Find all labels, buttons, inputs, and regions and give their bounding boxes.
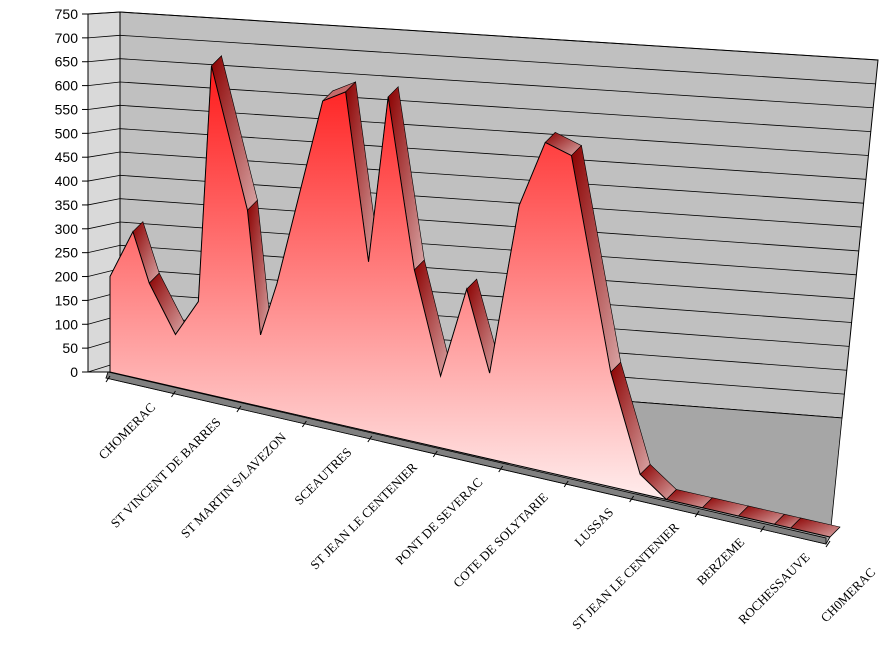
area-end-face — [829, 526, 841, 538]
x-category-label: BERZEME — [694, 534, 748, 588]
x-category-label: CH0MERAC — [817, 565, 878, 626]
y-tick-label: 350 — [55, 197, 79, 213]
x-tick — [301, 420, 307, 428]
gridline-side — [87, 81, 121, 86]
gridline-side — [87, 58, 121, 63]
gridline-side — [87, 151, 121, 158]
gridline-side — [87, 128, 121, 134]
gridline-back — [119, 81, 871, 132]
gridline-side — [87, 174, 121, 182]
x-tick — [432, 450, 438, 458]
gridline-back — [119, 11, 879, 61]
elevation-area — [109, 55, 841, 538]
x-tick — [367, 435, 373, 443]
x-category-label: ROCHESSAUVE — [735, 549, 813, 627]
gridline-side — [87, 244, 121, 254]
y-tick-label: 650 — [55, 54, 79, 70]
x-category-label: CHOMERAC — [95, 400, 158, 463]
y-tick-label: 600 — [55, 78, 79, 94]
gridline-side — [87, 221, 121, 230]
x-category-label: LUSSAS — [571, 505, 616, 550]
x-tick — [105, 375, 111, 383]
x-tick — [694, 510, 700, 518]
x-category-label: PONT DE SEVERAC — [392, 475, 485, 568]
y-tick-label: 500 — [55, 125, 79, 141]
y-tick-label: 100 — [55, 316, 79, 332]
area-front-face — [109, 65, 831, 538]
gridline-back — [119, 128, 867, 180]
y-tick-label: 700 — [55, 30, 79, 46]
gridline-side — [87, 198, 121, 206]
y-tick-label: 300 — [55, 221, 79, 237]
y-tick-label: 200 — [55, 269, 79, 285]
gridline-back — [119, 104, 869, 156]
y-tick-label: 250 — [55, 245, 79, 261]
x-tick — [236, 405, 242, 413]
floor-edge — [105, 371, 827, 545]
x-tick — [825, 540, 831, 548]
gridline-side — [87, 11, 121, 15]
y-tick-label: 550 — [55, 101, 79, 117]
x-category-label: SCEAUTRES — [291, 445, 354, 508]
y-axis: 0 50 100 150 200 250 300 350 400 450 500 550 600 650 7… — [55, 6, 89, 380]
y-tick-label: 150 — [55, 292, 79, 308]
y-tick-label: 450 — [55, 149, 79, 165]
x-tick — [563, 480, 569, 488]
y-tick-label: 50 — [62, 340, 78, 356]
y-tick-label: 750 — [55, 6, 79, 22]
x-tick — [498, 465, 504, 473]
gridline-back — [119, 34, 876, 85]
gridline-side — [87, 34, 121, 39]
x-tick — [171, 390, 176, 398]
gridline-side — [87, 104, 121, 110]
gridline-back — [119, 58, 874, 109]
y-tick-label: 0 — [70, 364, 78, 380]
x-tick — [629, 495, 635, 503]
y-tick-label: 400 — [55, 173, 79, 189]
x-tick — [760, 525, 765, 533]
